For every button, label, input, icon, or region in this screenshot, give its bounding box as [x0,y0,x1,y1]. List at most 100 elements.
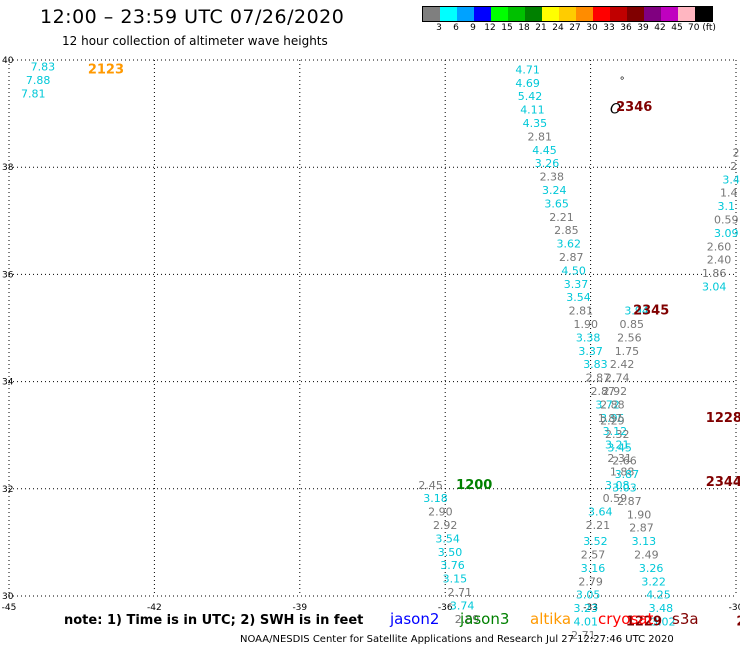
scale-label: 27 [569,23,581,33]
scale-swatch [440,7,457,21]
wave-height-label: 2.71 [571,629,596,642]
wave-height-label: 2.49 [634,548,659,561]
longitude-tick-label: -42 [147,603,162,613]
wave-height-label: 4.45 [532,144,557,157]
wave-height-label: 2.87 [617,495,642,508]
wave-height-label: 1.75 [615,345,640,358]
longitude-tick-label: -45 [2,603,17,613]
wave-height-label: 3.12 [603,425,628,438]
wave-height-label: 3.74 [450,599,475,612]
wave-height-label: 1.86 [702,267,727,280]
scale-swatch [423,7,440,21]
wave-height-label: 0.85 [620,318,645,331]
wave-height-label: 4.25 [646,589,671,602]
wave-height-label: 2.87 [559,251,584,264]
scale-swatch [457,7,474,21]
scale-label: 6 [453,23,459,33]
scale-label: 30 [586,23,598,33]
wave-height-label: 3.21 [605,439,630,452]
wave-height-label: 2.45 [418,479,443,492]
wave-height-label: 2.21 [549,211,574,224]
wave-height-label: 2.57 [581,548,606,561]
scale-swatch [508,7,525,21]
scale-swatch [576,7,593,21]
wave-height-label: 4.11 [520,104,545,117]
wave-height-label: 1.90 [574,318,599,331]
wave-height-label: 2.89 [455,613,480,626]
wave-height-label: 3.38 [576,331,601,344]
wave-height-label: 3.09 [714,227,739,240]
wave-height-label: 3.26 [639,562,664,575]
wave-height-label: 4.01 [574,615,599,628]
scale-label: 70 (ft) [688,23,716,33]
wave-height-label: 2.42 [610,358,635,371]
scale-swatch [525,7,542,21]
scale-label: 3 [436,23,442,33]
wave-height-label: 3.65 [544,197,569,210]
wave-height-label: 5.42 [518,90,543,103]
wave-height-label: 3.1 [718,200,736,213]
scale-label: 24 [552,23,564,33]
latitude-tick-label: 40 [2,56,14,66]
wave-height-label: 2.40 [707,254,732,267]
scale-label: 15 [501,23,513,33]
pass-time-label: 1229 [626,614,662,629]
wave-height-label: 7.88 [26,74,51,87]
wave-height-label: 1.87 [598,412,623,425]
wave-height-label: 2.79 [578,575,603,588]
wave-height-label: 3.45 [607,441,632,454]
wave-height-label: 3.4 [722,173,740,186]
wave-height-label: 2.81 [527,130,552,143]
scale-swatch [695,7,712,21]
scale-label: 42 [654,23,666,33]
wave-height-label: 3.95 [600,412,625,425]
longitude-tick-label: -33 [583,603,598,613]
legend-jason2: jason2 [390,610,440,628]
wave-height-label: 0.59 [603,492,628,505]
wave-height-label: 7.83 [31,61,56,74]
pass-time-label: 2345 [633,304,669,319]
wave-height-label: 2.38 [540,171,565,184]
legend-jason3: jason3 [460,610,510,628]
wave-height-label: 2.66 [612,455,637,468]
wave-height-label: 2.31 [607,452,632,465]
pass-time-label: 2 [736,614,740,629]
wave-height-label: 3.04 [702,280,727,293]
wave-height-label: 3.22 [641,575,666,588]
scale-swatch [542,7,559,21]
wave-height-label: 3.02 [651,615,676,628]
wave-height-label: 3.62 [557,238,582,251]
wave-height-label: 2.29 [600,414,625,427]
wave-height-label: 3.64 [588,506,613,519]
scale-label: 33 [603,23,615,33]
wave-height-label: 7.81 [21,88,46,101]
wave-height-label: 2.90 [428,506,453,519]
scale-label: 9 [470,23,476,33]
legend-cryosat: cryosat [598,610,654,628]
island-outline: O [610,102,621,118]
scale-label: 18 [518,23,530,33]
longitude-tick-label: -36 [438,603,453,613]
wave-height-label: 2 [733,146,740,159]
scale-swatch [491,7,508,21]
latitude-tick-label: 32 [2,485,13,495]
wave-height-label: 3.23 [574,602,599,615]
wave-height-label: 2.87 [586,372,611,385]
legend-altika: altika [530,610,572,628]
color-scale-labels: 3 6 9 12 15 18 21 24 27 30 33 36 39 42 45 70 (ft) [422,23,740,35]
scale-swatch [678,7,695,21]
island-marker: ° [620,76,625,87]
scale-label: 45 [671,23,683,33]
wave-height-label: 1.90 [627,508,652,521]
wave-height-label: 4.50 [561,264,586,277]
scale-swatch [610,7,627,21]
longitude-tick-label: -39 [292,603,307,613]
wave-height-label: 3.76 [440,559,465,572]
page-title: 12:00 – 23:59 UTC 07/26/2020 [40,6,345,28]
scale-label: 12 [484,23,496,33]
scale-swatch [627,7,644,21]
wave-height-label: 2.21 [586,519,611,532]
wave-height-label: 3.08 [605,479,630,492]
wave-height-label: 2.87 [629,522,654,535]
